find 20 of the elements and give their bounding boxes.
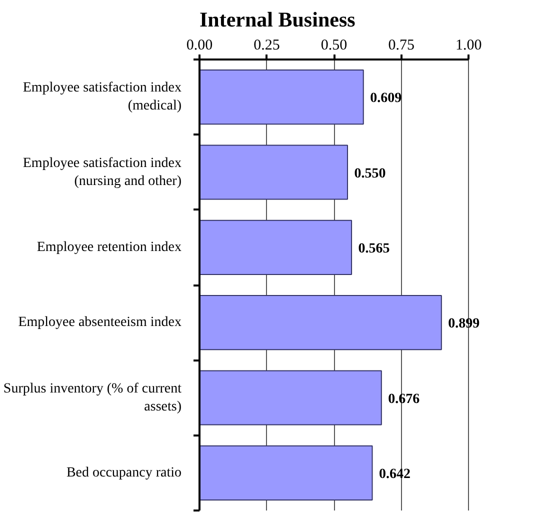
y-tick-label: Bed occupancy ratio <box>66 465 182 480</box>
bar <box>200 295 442 350</box>
bar <box>200 220 352 275</box>
chart-title: Internal Business <box>200 8 356 32</box>
bar <box>200 70 364 125</box>
y-tick-label: Employee retention index <box>36 240 182 255</box>
bar <box>200 144 348 200</box>
x-tick-label: 0.00 <box>186 38 213 54</box>
data-label: 0.565 <box>358 241 390 256</box>
x-tick-label: 0.75 <box>388 38 414 54</box>
x-tick-label: 0.25 <box>254 38 280 54</box>
y-tick-label: Employee absenteeism index <box>18 315 182 330</box>
y-tick-label: Employee satisfaction index (nursing and other) <box>22 156 182 189</box>
data-label: 0.550 <box>354 166 386 182</box>
x-tick-label: 1.00 <box>455 38 482 54</box>
bar <box>200 445 373 500</box>
y-tick-label: Employee satisfaction index (medical) <box>22 80 182 114</box>
y-tick-label: Surplus inventory (% of current assets) <box>3 381 182 414</box>
x-tick-label: 0.50 <box>320 38 348 54</box>
bar <box>200 370 382 426</box>
